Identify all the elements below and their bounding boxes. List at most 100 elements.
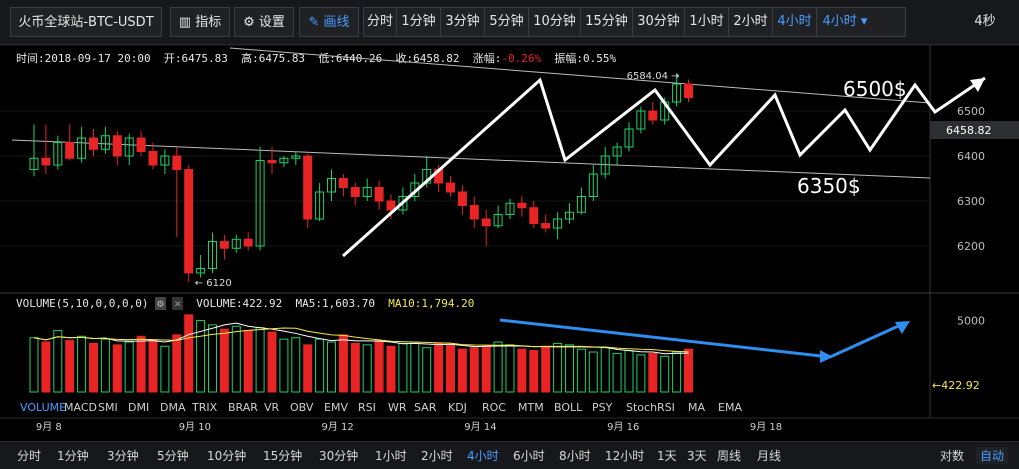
indicator-tab-obv[interactable]: OBV bbox=[290, 401, 314, 414]
info-change-label: 涨幅: bbox=[472, 52, 502, 65]
volume-bar-18 bbox=[243, 330, 253, 393]
indicator-tab-ma[interactable]: MA bbox=[688, 401, 706, 414]
period-tab-6[interactable]: 30分钟 bbox=[319, 449, 359, 463]
interval-tab-5[interactable]: 15分钟 bbox=[581, 7, 633, 37]
period-tab-13[interactable]: 1天 bbox=[657, 449, 677, 463]
volume-bar-34 bbox=[434, 342, 444, 393]
candlestick-chart[interactable]: 6200 6300 6400 6500 6584.04 → ← 6120 6500$ 6350… bbox=[0, 0, 1019, 441]
indicator-tab-boll[interactable]: BOLL bbox=[554, 401, 583, 414]
indicator-tab-psy[interactable]: PSY bbox=[592, 401, 613, 414]
volume-bar-0 bbox=[29, 337, 39, 393]
volume-tick: 5000 bbox=[957, 315, 985, 328]
indicator-tab-brar[interactable]: BRAR bbox=[228, 401, 258, 414]
interval-tab-2[interactable]: 3分钟 bbox=[441, 7, 485, 37]
period-tab-0[interactable]: 分时 bbox=[17, 449, 42, 463]
volume-ma10-line bbox=[33, 327, 689, 353]
indicator-tab-ema[interactable]: EMA bbox=[718, 401, 742, 414]
volume-bar-24 bbox=[315, 338, 325, 393]
volume-bar-52 bbox=[648, 352, 658, 393]
period-tab-12[interactable]: 12小时 bbox=[605, 449, 645, 463]
indicator-tab-dmi[interactable]: DMI bbox=[128, 401, 150, 414]
auto-toggle[interactable]: 自动 bbox=[976, 447, 1009, 464]
indicator-tab-smi[interactable]: SMI bbox=[98, 401, 118, 414]
low-label: ← 6120 bbox=[195, 278, 232, 289]
period-tab-3[interactable]: 5分钟 bbox=[157, 449, 189, 463]
candle-body-16 bbox=[219, 241, 229, 249]
volume-bar-37 bbox=[469, 347, 479, 393]
indicator-tab-stochrsi[interactable]: StochRSI bbox=[626, 401, 675, 414]
indicator-tab-emv[interactable]: EMV bbox=[324, 401, 348, 414]
indicator-tab-rsi[interactable]: RSI bbox=[358, 401, 376, 414]
candle-body-17 bbox=[231, 238, 241, 249]
interval-tab-7[interactable]: 1小时 bbox=[685, 7, 729, 37]
indicator-tab-volume[interactable]: VOLUME bbox=[20, 401, 67, 414]
interval-tab-6[interactable]: 30分钟 bbox=[633, 7, 685, 37]
indicator-tab-vr[interactable]: VR bbox=[264, 401, 280, 414]
interval-dropdown[interactable]: 4小时 ▾ bbox=[822, 14, 868, 29]
volume-bar-3 bbox=[65, 340, 75, 393]
candle-body-12 bbox=[172, 155, 182, 170]
candle-body-0 bbox=[29, 157, 39, 170]
volume-settings-icon[interactable]: ⚙ bbox=[155, 297, 166, 310]
indicator-icon: ▥ bbox=[178, 15, 196, 30]
indicator-tab-macd[interactable]: MACD bbox=[64, 401, 97, 414]
volume-bar-29 bbox=[374, 340, 384, 393]
settings-button[interactable]: ⚙ 设置 bbox=[234, 7, 294, 37]
candle-body-43 bbox=[541, 223, 551, 229]
indicator-tab-trix[interactable]: TRIX bbox=[192, 401, 218, 414]
indicator-tab-roc[interactable]: ROC bbox=[482, 401, 506, 414]
indicator-tab-sar[interactable]: SAR bbox=[414, 401, 437, 414]
candle-body-48 bbox=[600, 155, 610, 175]
volume-bar-26 bbox=[338, 334, 348, 393]
candle-body-13 bbox=[184, 169, 194, 274]
period-tab-7[interactable]: 1小时 bbox=[375, 449, 407, 463]
candle-body-39 bbox=[493, 214, 503, 227]
gear-icon: ⚙ bbox=[243, 15, 259, 30]
volume-bar-12 bbox=[172, 334, 182, 393]
period-tab-16[interactable]: 月线 bbox=[757, 449, 782, 463]
interval-tab-0[interactable]: 分时 bbox=[364, 7, 397, 37]
indicator-tab-dma[interactable]: DMA bbox=[160, 401, 186, 414]
period-tab-14[interactable]: 3天 bbox=[687, 449, 707, 463]
volume-bar-32 bbox=[410, 341, 420, 393]
period-tab-4[interactable]: 10分钟 bbox=[207, 449, 247, 463]
x-tick-5: 9月 18 bbox=[750, 421, 782, 433]
candle-body-29 bbox=[374, 187, 384, 202]
volume-bar-4 bbox=[77, 335, 87, 393]
volume-title: VOLUME(5,10,0,0,0,0) bbox=[16, 297, 149, 310]
indicator-tab-kdj[interactable]: KDJ bbox=[448, 401, 467, 414]
period-tab-1[interactable]: 1分钟 bbox=[57, 449, 89, 463]
period-tab-11[interactable]: 8小时 bbox=[559, 449, 591, 463]
draw-button[interactable]: ✎ 画线 bbox=[299, 7, 359, 37]
volume-bar-31 bbox=[398, 342, 408, 393]
interval-tab-3[interactable]: 5分钟 bbox=[485, 7, 529, 37]
period-tab-5[interactable]: 15分钟 bbox=[263, 449, 303, 463]
indicator-button[interactable]: ▥ 指标 bbox=[170, 7, 230, 37]
indicator-tab-mtm[interactable]: MTM bbox=[518, 401, 544, 414]
volume-ma5-line bbox=[33, 322, 689, 355]
period-tab-8[interactable]: 2小时 bbox=[421, 449, 453, 463]
log-toggle[interactable]: 对数 bbox=[940, 449, 965, 463]
info-close: 收:6458.82 bbox=[395, 52, 460, 65]
candle-body-28 bbox=[362, 187, 372, 197]
period-tab-2[interactable]: 3分钟 bbox=[107, 449, 139, 463]
info-open: 开:6475.83 bbox=[163, 52, 228, 65]
interval-tab-9[interactable]: 4小时 bbox=[773, 7, 817, 37]
interval-tab-1[interactable]: 1分钟 bbox=[397, 7, 441, 37]
period-tab-15[interactable]: 周线 bbox=[717, 449, 742, 463]
interval-tab-8[interactable]: 2小时 bbox=[729, 7, 773, 37]
candle-body-44 bbox=[553, 218, 563, 229]
volume-bar-1 bbox=[41, 341, 51, 393]
symbol-selector[interactable]: 火币全球站-BTC-USDT bbox=[10, 7, 162, 37]
period-tab-10[interactable]: 6小时 bbox=[513, 449, 545, 463]
volume-bar-55 bbox=[684, 348, 693, 393]
volume-close-icon[interactable]: ✕ bbox=[172, 297, 183, 310]
volume-bar-38 bbox=[481, 345, 491, 393]
indicator-tab-wr[interactable]: WR bbox=[388, 401, 407, 414]
interval-tab-4[interactable]: 10分钟 bbox=[529, 7, 581, 37]
candle-body-21 bbox=[279, 157, 289, 164]
volume-bar-11 bbox=[160, 345, 170, 393]
annotation-6350: 6350$ bbox=[797, 174, 861, 198]
interval-tabs bbox=[363, 7, 906, 37]
period-tab-9[interactable]: 4小时 bbox=[467, 449, 499, 463]
